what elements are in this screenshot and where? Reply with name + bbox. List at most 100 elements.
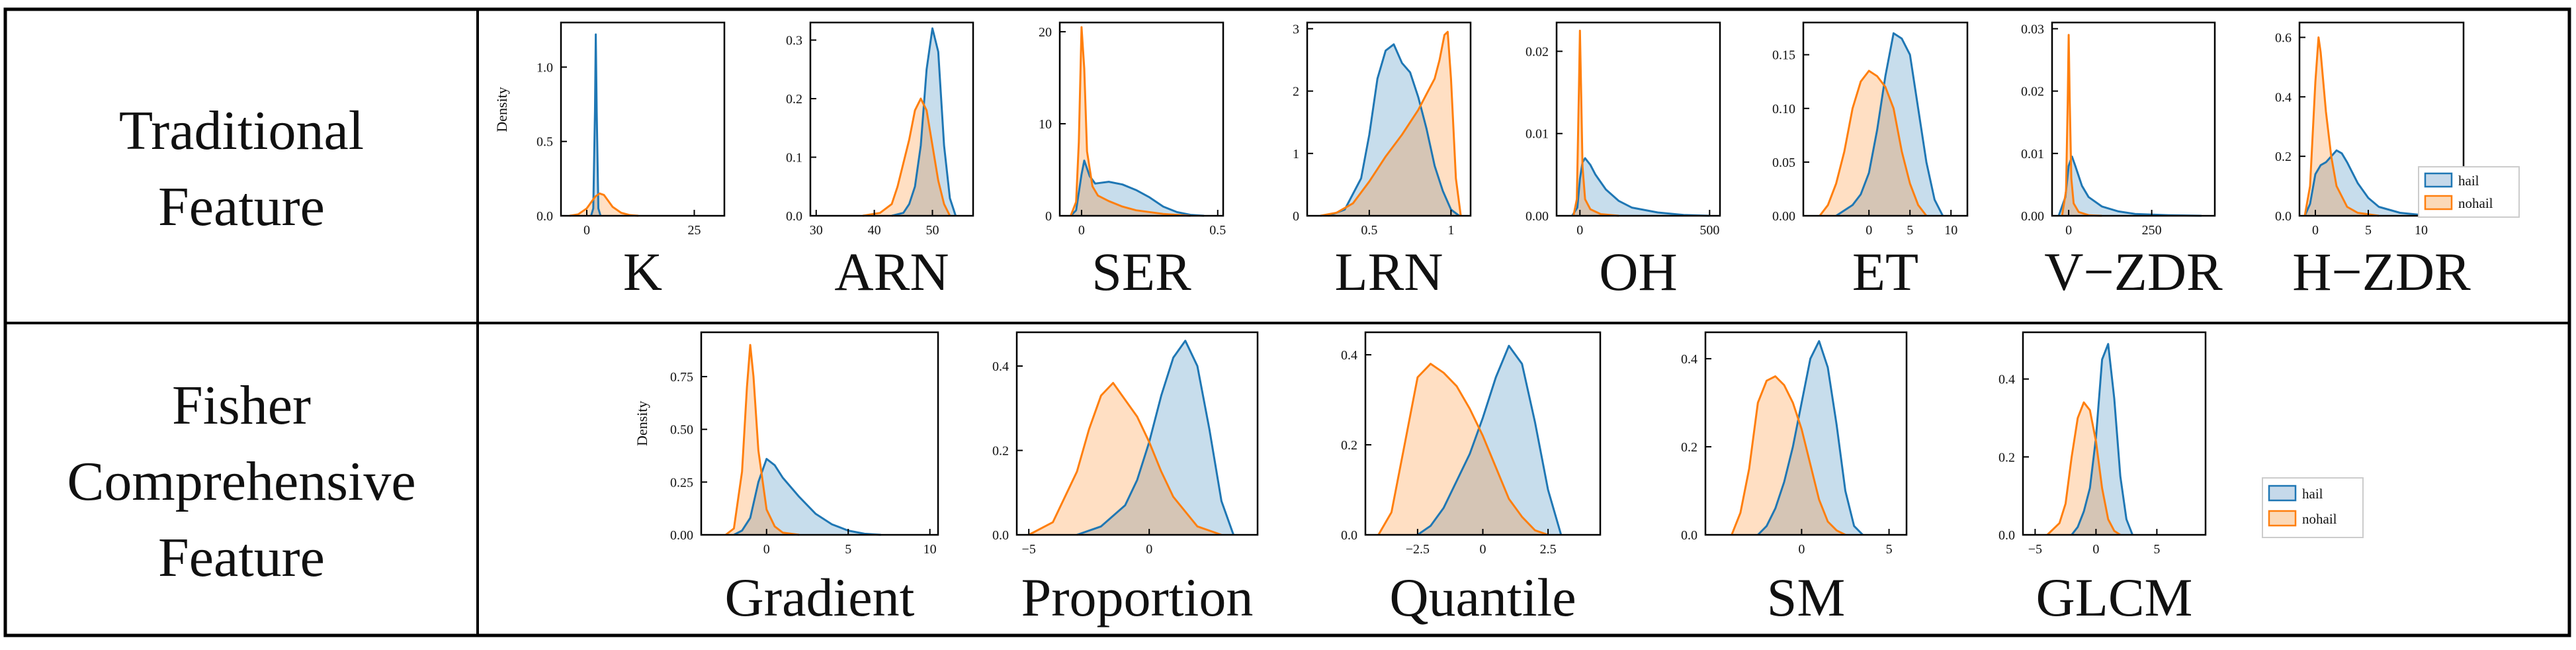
- panel-glcm: −5 0 5 0.0 0.2 0.4 GLCM: [1998, 331, 2207, 627]
- panel-title: Quantile: [1389, 567, 1576, 627]
- y-tick-label: 2: [1293, 85, 1299, 99]
- x-tick-label: 0: [1480, 542, 1486, 557]
- y-tick-label: 0.00: [1772, 209, 1795, 224]
- legend-label-hail: hail: [2458, 173, 2479, 189]
- y-tick-label: 0.25: [670, 475, 693, 490]
- y-tick-label: 0.02: [2021, 85, 2044, 99]
- density-line-hail: [891, 27, 957, 217]
- x-tick-label: −5: [1022, 542, 1036, 557]
- row-label-fisher-line1: Fisher: [172, 375, 311, 436]
- density-area-nohail: [1731, 376, 1846, 535]
- y-axis-label: Density: [634, 400, 650, 445]
- density-line-nohail: [1731, 375, 1846, 536]
- density-line-hail: [1571, 157, 1710, 217]
- panel-title: SM: [1767, 567, 1846, 627]
- x-tick-label: 5: [1907, 223, 1913, 238]
- density-area-nohail: [1819, 71, 1926, 216]
- density-area-nohail: [1320, 32, 1461, 216]
- legend-row1: hail nohail: [2418, 166, 2520, 218]
- x-tick-label: 30: [810, 223, 823, 238]
- y-tick-label: 0: [1045, 209, 1052, 224]
- density-area-hail: [1836, 33, 1943, 216]
- legend-swatch-nohail: [2268, 510, 2297, 527]
- panel-gradient: 0 5 10 0.00 0.25 0.50 0.75 Density Gradient: [634, 331, 939, 627]
- y-tick-label: 0.01: [2021, 147, 2044, 162]
- y-tick-label: 0.00: [670, 528, 693, 543]
- y-tick-label: 0.2: [1341, 438, 1357, 453]
- y-tick-label: 0.0: [1341, 528, 1357, 543]
- y-tick-label: 0.4: [992, 359, 1009, 374]
- x-tick-label: 10: [1944, 223, 1957, 238]
- density-line-nohail: [2303, 36, 2380, 217]
- density-line-hail: [1076, 340, 1235, 536]
- density-line-nohail: [1028, 382, 1222, 536]
- y-tick-label: 20: [1039, 25, 1052, 40]
- density-area-hail: [2059, 156, 2202, 216]
- x-tick-label: 10: [923, 542, 937, 557]
- panel-title: Proportion: [1021, 567, 1254, 627]
- density-line-hail: [1417, 344, 1563, 536]
- y-tick-label: 0.01: [1525, 127, 1549, 142]
- x-tick-label: 2.5: [1540, 542, 1557, 557]
- x-tick-label: 0: [1798, 542, 1805, 557]
- x-tick-label: 5: [2365, 223, 2372, 238]
- y-tick-label: 0.0: [1998, 528, 2015, 543]
- panel-proportion: −5 0 0.0 0.2 0.4 Proportion: [992, 331, 1259, 627]
- panel-title: H−ZDR: [2292, 242, 2471, 302]
- x-tick-label: 1: [1447, 223, 1454, 238]
- x-tick-label: 0: [1146, 542, 1152, 557]
- panel-title: ET: [1852, 242, 1918, 302]
- x-tick-label: 0: [1576, 223, 1583, 238]
- x-tick-label: 5: [845, 542, 851, 557]
- axes-frame: [2022, 331, 2207, 536]
- x-tick-label: 250: [2142, 223, 2162, 238]
- panel-k: 0 25 0.0 0.5 1.0 Density K: [494, 21, 726, 302]
- panel-h-zdr: 0 5 10 0.0 0.2 0.4 0.6 H−ZDR: [2275, 21, 2471, 302]
- axes-frame: [1015, 331, 1259, 536]
- density-line-hail: [1835, 32, 1944, 217]
- density-line-nohail: [862, 97, 951, 217]
- density-area-hail: [1070, 160, 1205, 216]
- y-tick-label: 10: [1039, 117, 1052, 132]
- legends: hail nohail hail nohail: [2262, 166, 2520, 538]
- y-tick-label: 0.2: [992, 444, 1009, 459]
- x-tick-label: 40: [868, 223, 881, 238]
- density-line-hail: [2057, 156, 2202, 217]
- legend-swatch-hail: [2268, 485, 2297, 502]
- density-area-hail: [2305, 150, 2442, 216]
- density-area-nohail: [2047, 402, 2121, 535]
- x-tick-label: 0.5: [1209, 223, 1226, 238]
- panel-title: ARN: [834, 242, 949, 302]
- y-axis-label: Density: [494, 87, 510, 132]
- density-line-nohail: [1572, 29, 1619, 217]
- legend-label-nohail: nohail: [2302, 511, 2337, 527]
- axes-frame: [809, 21, 974, 217]
- density-line-hail: [2071, 343, 2133, 535]
- density-line-hail: [1328, 43, 1460, 217]
- density-area-hail: [1758, 341, 1863, 535]
- density-area-hail: [1417, 346, 1561, 535]
- y-tick-label: 0.0: [537, 209, 553, 224]
- panel-title: V−ZDR: [2044, 242, 2223, 302]
- x-tick-label: 0: [2092, 542, 2099, 557]
- density-line-hail: [1070, 160, 1205, 217]
- density-line-nohail: [2046, 401, 2122, 536]
- panel-title: GLCM: [2036, 567, 2193, 627]
- y-tick-label: 0.00: [2021, 209, 2044, 224]
- density-line-hail: [2303, 149, 2443, 217]
- panel-title: SER: [1092, 242, 1191, 302]
- density-line-nohail: [1819, 70, 1928, 216]
- y-tick-label: 0.2: [786, 92, 802, 107]
- y-tick-label: 0.00: [1525, 209, 1549, 224]
- y-tick-label: 0.0: [1681, 528, 1697, 543]
- axes-frame: [700, 331, 939, 536]
- y-tick-label: 0.0: [992, 528, 1009, 543]
- x-tick-label: −5: [2028, 542, 2042, 557]
- row-label-traditional-line1: Traditional: [119, 100, 364, 162]
- panel-v-zdr: 0 250 0.00 0.01 0.02 0.03 V−ZDR: [2021, 21, 2223, 302]
- legend-label-hail: hail: [2302, 486, 2323, 502]
- x-tick-label: 0: [1078, 223, 1085, 238]
- y-tick-label: 0.0: [2275, 209, 2292, 224]
- y-tick-label: 0.2: [1681, 440, 1697, 455]
